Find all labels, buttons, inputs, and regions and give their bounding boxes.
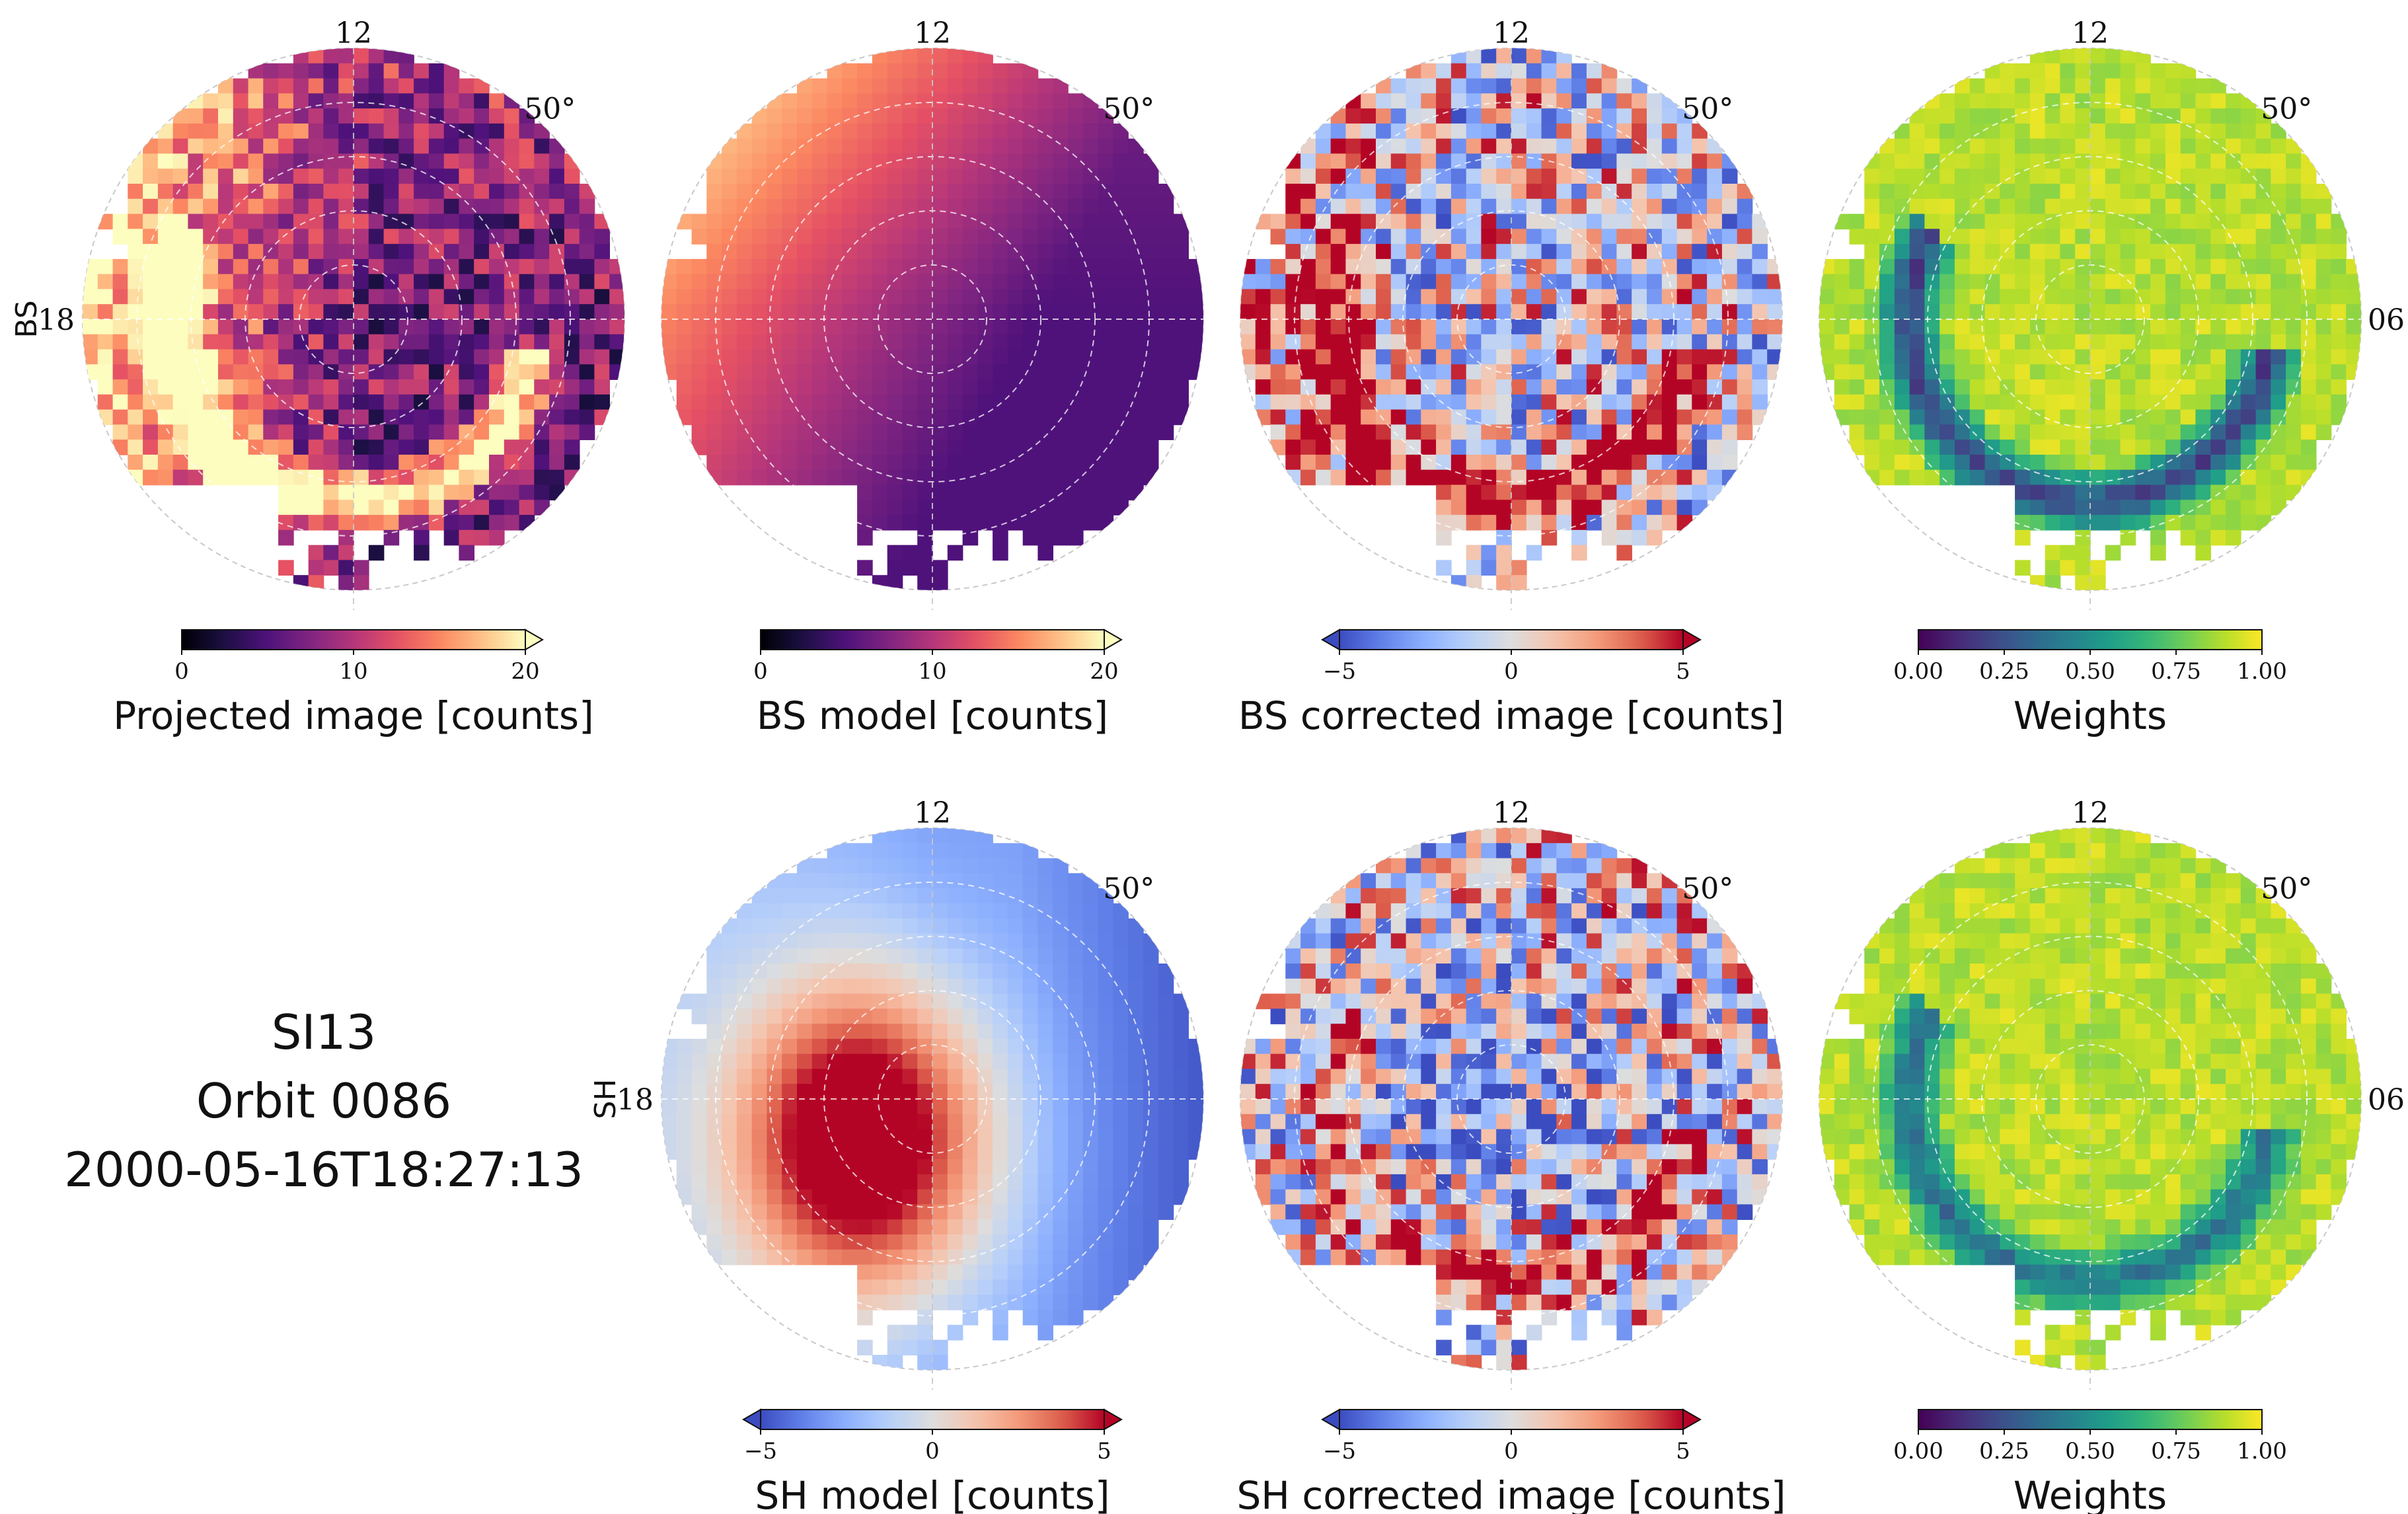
colorbar: 0.00 0.25 0.50 0.75 1.00 Weights xyxy=(1893,1409,2287,1514)
mlt-label-18: 18 xyxy=(617,1083,654,1117)
colorbar-tick-label: 5 xyxy=(1676,658,1690,685)
observation-timestamp: 2000-05-16T18:27:13 xyxy=(64,1142,583,1197)
heatmap-cells xyxy=(661,48,1203,590)
colorbar-extend-min xyxy=(1320,1408,1340,1431)
colorbar-tick-label: 0 xyxy=(174,658,189,685)
colorbar-label: BS corrected image [counts] xyxy=(1238,693,1784,738)
colorbar-tick-label: −5 xyxy=(1323,658,1356,685)
colorbar-tick-label: 5 xyxy=(1097,1438,1111,1464)
colorbar-tick-label: 1.00 xyxy=(2237,658,2287,685)
heatmap-cells xyxy=(1240,48,1782,590)
colorbar-extend-min xyxy=(1320,628,1340,651)
colorbar-extend-max xyxy=(1682,1408,1702,1431)
panel-bs_corrected: 12 50° −5 0 5 BS corrected image [counts] xyxy=(1238,17,1784,738)
mlt-label-06: 06 xyxy=(2368,1083,2405,1117)
heatmap-cells xyxy=(1819,828,2361,1370)
panel-sh_corrected: 12 50° −5 0 5 SH corrected image [counts] xyxy=(1236,796,1786,1514)
colorbar-label: Weights xyxy=(2013,1473,2167,1514)
observation-info: SI13 Orbit 0086 2000-05-16T18:27:13 xyxy=(40,998,608,1204)
latitude-label: 50° xyxy=(1682,872,1733,906)
panel-weights2: 12 50° 06 0.00 0.25 0.50 0.75 1.00 Weights xyxy=(1819,796,2405,1514)
colorbar: 0.00 0.25 0.50 0.75 1.00 Weights xyxy=(1893,629,2287,738)
colorbar-tick-label: 10 xyxy=(339,658,367,685)
heatmap-cells xyxy=(1819,48,2361,590)
colorbar-label: SH corrected image [counts] xyxy=(1236,1473,1786,1514)
colorbar-tick-label: 0 xyxy=(753,658,768,685)
colorbar-tick-label: 0.25 xyxy=(1979,1438,2029,1464)
mlt-label-18: 18 xyxy=(38,303,75,337)
colorbar: 0 10 20 Projected image [counts] xyxy=(113,628,594,738)
colorbar-tick-label: 0.25 xyxy=(1979,658,2029,685)
colorbar: 0 10 20 BS model [counts] xyxy=(753,628,1123,738)
mlt-label-06: 06 xyxy=(2368,303,2405,337)
colorbar-tick-label: 0.75 xyxy=(2151,658,2201,685)
mlt-label-12: 12 xyxy=(335,17,372,50)
heatmap-cells xyxy=(1240,828,1782,1370)
mlt-label-12: 12 xyxy=(2072,796,2109,830)
colorbar-extend-min xyxy=(741,1408,761,1431)
mlt-label-12: 12 xyxy=(1493,796,1530,830)
colorbar-tick-label: −5 xyxy=(1323,1438,1356,1464)
colorbar-label: SH model [counts] xyxy=(755,1473,1110,1514)
colorbar: −5 0 5 SH corrected image [counts] xyxy=(1236,1408,1786,1514)
colorbar-extend-max xyxy=(525,628,545,651)
colorbar-label: Projected image [counts] xyxy=(113,693,594,738)
colorbar-label: Weights xyxy=(2013,693,2167,738)
colorbar-extend-max xyxy=(1104,628,1123,651)
latitude-label: 50° xyxy=(524,93,576,126)
mlt-label-12: 12 xyxy=(914,17,951,50)
colorbar-tick-label: 10 xyxy=(918,658,946,685)
colorbar-tick-label: 0.50 xyxy=(2065,1438,2115,1464)
instrument-name: SI13 xyxy=(271,1004,377,1060)
colorbar-tick-label: −5 xyxy=(744,1438,777,1464)
colorbar: −5 0 5 SH model [counts] xyxy=(741,1408,1123,1514)
mlt-label-12: 12 xyxy=(914,796,951,830)
latitude-label: 50° xyxy=(2261,93,2312,126)
colorbar-tick-label: 20 xyxy=(511,658,539,685)
colorbar-tick-label: 0.50 xyxy=(2065,658,2115,685)
colorbar-extend-max xyxy=(1682,628,1702,651)
latitude-label: 50° xyxy=(1103,872,1154,906)
colorbar-tick-label: 0 xyxy=(1504,1438,1519,1464)
mlt-label-12: 12 xyxy=(2072,17,2109,50)
colorbar-tick-label: 0.00 xyxy=(1893,1438,1943,1464)
mlt-label-12: 12 xyxy=(1493,17,1530,50)
latitude-label: 50° xyxy=(2261,872,2312,906)
orbit-number: Orbit 0086 xyxy=(196,1073,452,1129)
row-label: BS xyxy=(10,300,44,338)
row-label: SH xyxy=(589,1079,622,1119)
panel-weights: 12 50° 06 0.00 0.25 0.50 0.75 1.00 Weights xyxy=(1819,17,2405,738)
colorbar-tick-label: 0.00 xyxy=(1893,658,1943,685)
colorbar: −5 0 5 BS corrected image [counts] xyxy=(1238,628,1784,738)
colorbar-tick-label: 5 xyxy=(1676,1438,1690,1464)
panel-bs_model: 12 50° 0 10 20 BS model [counts] xyxy=(661,17,1204,738)
colorbar-tick-label: 20 xyxy=(1090,658,1118,685)
latitude-label: 50° xyxy=(1682,93,1733,126)
colorbar-label: BS model [counts] xyxy=(757,693,1108,738)
heatmap-cells xyxy=(661,828,1203,1370)
colorbar-tick-label: 1.00 xyxy=(2237,1438,2287,1464)
latitude-label: 50° xyxy=(1103,93,1154,126)
heatmap-cells xyxy=(83,48,624,590)
colorbar-tick-label: 0 xyxy=(925,1438,940,1464)
colorbar-extend-max xyxy=(1104,1408,1123,1431)
colorbar-tick-label: 0.75 xyxy=(2151,1438,2201,1464)
colorbar-tick-label: 0 xyxy=(1504,658,1519,685)
